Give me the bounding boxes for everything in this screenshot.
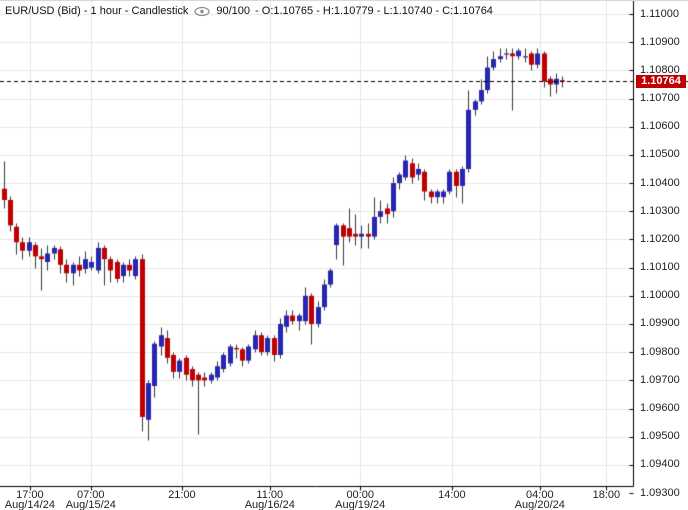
y-axis-label: 1.10600 [640, 120, 680, 133]
y-axis-label: 1.10700 [640, 92, 680, 105]
y-axis-label: 1.11000 [640, 7, 679, 20]
x-axis-label: 14:00 [438, 489, 466, 501]
y-axis-label: 1.09300 [640, 486, 680, 499]
x-axis-label: 04:00 Aug/20/24 [514, 489, 565, 510]
ohlc-readout: - O:1.10765 - H:1.10779 - L:1.10740 - C:… [255, 5, 493, 17]
y-axis-label: 1.09600 [640, 402, 680, 415]
x-axis-label: 11:00 Aug/16/24 [244, 489, 295, 510]
chart-header: EUR/USD (Bid) - 1 hour - Candlestick 90/… [5, 5, 493, 17]
eye-icon [194, 6, 210, 17]
y-axis-label: 1.10100 [640, 261, 680, 274]
bars-count: 90/100 [216, 5, 251, 17]
y-axis-label: 1.10200 [640, 232, 680, 245]
y-axis-label: 1.10900 [640, 35, 680, 48]
y-axis-label: 1.10800 [640, 63, 680, 76]
x-axis-label: 07:00 Aug/15/24 [65, 489, 116, 510]
y-axis-label: 1.09700 [640, 373, 680, 386]
x-axis-label: 18:00 [592, 489, 621, 501]
y-axis-label: 1.09800 [640, 345, 680, 358]
x-axis-label: 17:00 Aug/14/24 [4, 489, 55, 510]
x-axis-label: 00:00 Aug/19/24 [335, 489, 386, 510]
y-axis-label: 1.10000 [640, 289, 680, 302]
y-axis-label: 1.09500 [640, 430, 680, 443]
y-axis-label: 1.09400 [640, 458, 680, 471]
chart-title: EUR/USD (Bid) - 1 hour - Candlestick [5, 5, 189, 17]
current-price-tag: 1.10764 [636, 74, 686, 88]
y-axis-label: 1.10500 [640, 148, 680, 161]
y-axis-label: 1.10300 [640, 204, 680, 217]
y-axis-label: 1.10400 [640, 176, 680, 189]
x-axis-label: 21:00 [168, 489, 196, 501]
y-axis-label: 1.09900 [640, 317, 680, 330]
